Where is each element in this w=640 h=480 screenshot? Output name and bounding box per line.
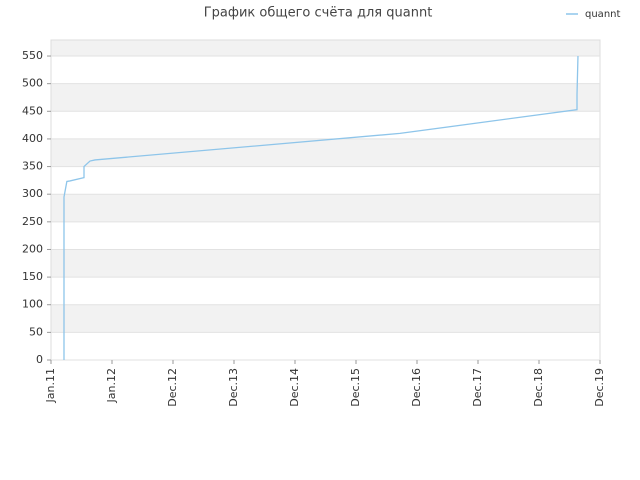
x-tick-label: Jan.12 — [105, 368, 118, 403]
grid-band — [51, 304, 600, 333]
y-tick-label: 500 — [22, 77, 43, 90]
grid-band — [51, 166, 600, 195]
grid-band — [51, 277, 600, 305]
y-tick-label: 300 — [22, 187, 43, 200]
grid-band — [51, 111, 600, 139]
y-tick-label: 450 — [22, 104, 43, 117]
y-tick-label: 100 — [22, 298, 43, 311]
grid-band — [51, 56, 600, 84]
grid-band — [51, 194, 600, 222]
x-tick-label: Dec.13 — [227, 368, 240, 407]
y-tick-label: 400 — [22, 132, 43, 145]
grid-band — [51, 332, 600, 360]
x-tick-label: Jan.11 — [44, 368, 57, 403]
y-tick-label: 350 — [22, 160, 43, 173]
y-tick-label: 250 — [22, 215, 43, 228]
grid-band — [51, 83, 600, 112]
x-tick-label: Dec.19 — [593, 368, 606, 407]
y-tick-label: 550 — [22, 49, 43, 62]
y-tick-label: 150 — [22, 270, 43, 283]
y-tick-label: 0 — [36, 353, 43, 366]
legend-label: quannt — [585, 9, 620, 20]
grid-band — [51, 249, 600, 278]
grid-band — [51, 40, 600, 57]
y-tick-label: 50 — [29, 325, 43, 338]
x-tick-label: Dec.18 — [532, 368, 545, 407]
chart-title: График общего счёта для quannt — [204, 6, 433, 21]
grid-band — [51, 138, 600, 167]
x-tick-label: Dec.16 — [410, 368, 423, 407]
x-tick-label: Dec.17 — [471, 368, 484, 407]
x-tick-label: Dec.12 — [166, 368, 179, 407]
x-tick-label: Dec.15 — [349, 368, 362, 407]
x-tick-label: Dec.14 — [288, 368, 301, 407]
series-line — [63, 56, 579, 360]
grid-band — [51, 221, 600, 250]
y-tick-label: 200 — [22, 242, 43, 255]
